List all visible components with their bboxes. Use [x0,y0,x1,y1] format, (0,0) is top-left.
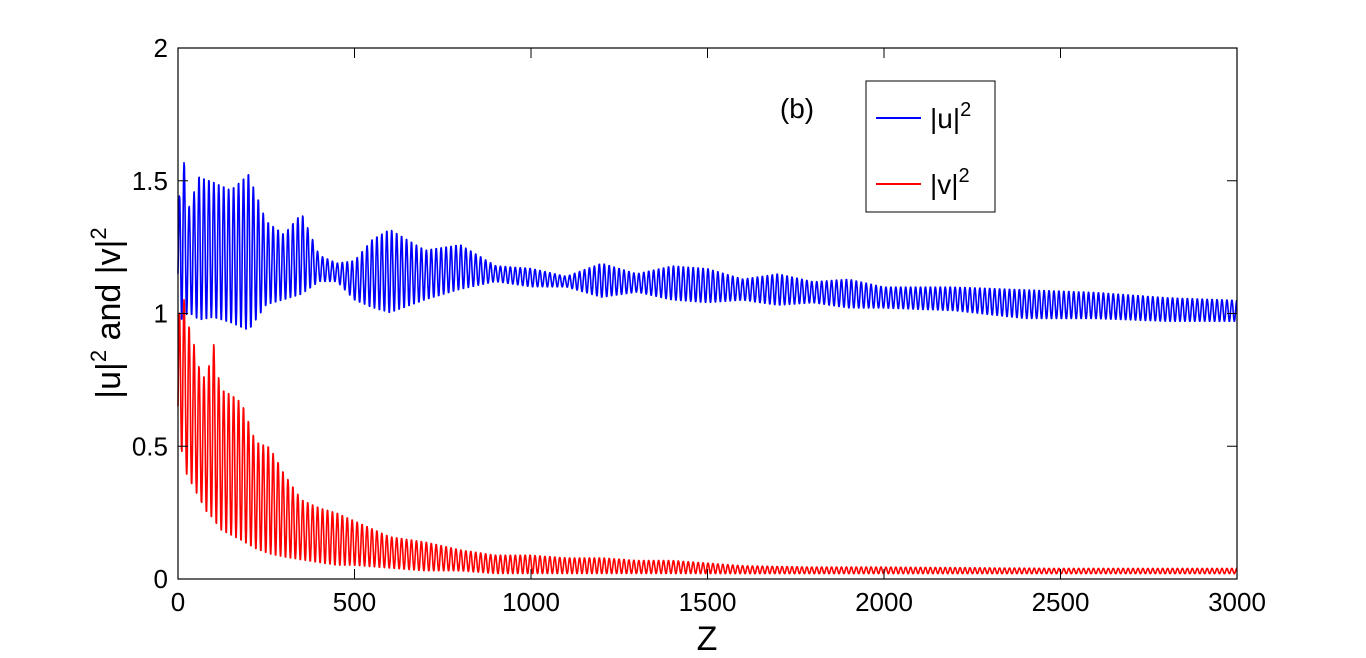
y-axis-title-group: |u|2 and |v|2 [86,227,128,398]
legend-label-v: |v|2 [930,165,970,200]
y-tick-label: 0.5 [132,431,168,461]
y-axis-title-part-1: |u| [90,362,128,399]
y-axis-title: |u|2 and |v|2 [86,227,128,398]
x-tick-label: 2500 [1032,587,1090,617]
legend-sup-v: 2 [959,165,970,187]
y-tick-label: 1.5 [132,166,168,196]
legend-name-v: |v| [930,169,959,200]
series-line-u [177,161,1238,330]
y-tick-label: 1 [154,299,168,329]
x-tick-label: 0 [171,587,185,617]
legend-box [865,80,996,213]
ticks-layer: 0 500 1000 1500 2000 2500 3000 0 0.5 1 1.5 2 [132,33,1266,617]
y-axis-title-sup-1: 2 [86,350,111,362]
legend: |u|2 |v|2 [865,80,996,213]
legend-sup-u: 2 [960,99,971,121]
x-tick-label: 1500 [679,587,737,617]
legend-name-u: |u| [930,103,960,134]
y-axis-title-sup-2: 2 [86,227,111,239]
x-tick-label: 500 [333,587,376,617]
legend-label-u: |u|2 [930,99,971,134]
y-tick-label: 2 [154,33,168,63]
x-tick-label: 2000 [855,587,913,617]
x-tick-label: 1000 [502,587,560,617]
y-axis-title-part-2: and |v| [90,240,128,350]
x-axis-title: Z [697,620,718,658]
y-tick-label: 0 [154,564,168,594]
panel-label: (b) [780,93,814,124]
x-tick-label: 3000 [1208,587,1266,617]
